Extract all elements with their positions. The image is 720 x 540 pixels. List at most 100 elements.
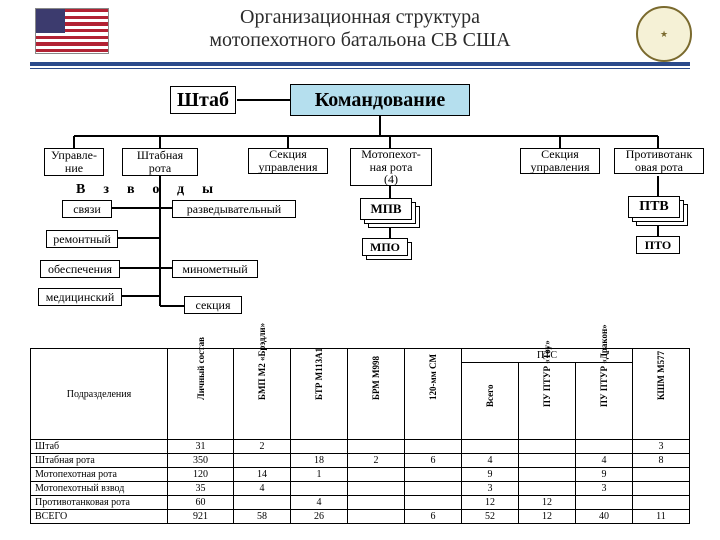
- title-line-1: Организационная структура: [0, 6, 720, 29]
- box-obes: обеспечения: [40, 260, 120, 278]
- row-label: Штаб: [31, 440, 168, 454]
- cell: [633, 468, 690, 482]
- cell: 6: [405, 454, 462, 468]
- th-col-2: БТР М113А1: [291, 349, 348, 440]
- cell: [348, 482, 405, 496]
- label-platoons: Взводы: [76, 182, 231, 198]
- box-mpo: МПО: [362, 238, 408, 256]
- cell: 12: [462, 496, 519, 510]
- box-sec1: Секция управления: [248, 148, 328, 174]
- cell: [519, 482, 576, 496]
- cell: [291, 440, 348, 454]
- cell: 40: [576, 510, 633, 524]
- box-svyazi: связи: [62, 200, 112, 218]
- box-ptv: ПТВ: [628, 196, 680, 218]
- org-chart: Штаб Командование Управле- ние Штабная р…: [0, 78, 720, 338]
- cell: [234, 454, 291, 468]
- cell: [291, 482, 348, 496]
- table-row: Мотопехотная рота120141 9 9: [31, 468, 690, 482]
- cell: 4: [576, 454, 633, 468]
- table-row: Мотопехотный взвод35433: [31, 482, 690, 496]
- cell: [405, 482, 462, 496]
- th-col-3: БРМ М998: [348, 349, 405, 440]
- cell: 4: [462, 454, 519, 468]
- divider-thin: [30, 68, 690, 69]
- cell: 8: [633, 454, 690, 468]
- cell: 3: [462, 482, 519, 496]
- cell: 18: [291, 454, 348, 468]
- row-label: ВСЕГО: [31, 510, 168, 524]
- box-sekciya: секция: [184, 296, 242, 314]
- cell: [348, 496, 405, 510]
- row-label: Мотопехотный взвод: [31, 482, 168, 496]
- box-pto: ПТО: [636, 236, 680, 254]
- cell: 2: [234, 440, 291, 454]
- box-sec2: Секция управления: [520, 148, 600, 174]
- cell: [519, 454, 576, 468]
- box-upravlenie: Управле- ние: [44, 148, 104, 176]
- cell: 1: [291, 468, 348, 482]
- th-col-7: ПУ ПТУР «Дракон»: [576, 363, 633, 440]
- cell: [633, 496, 690, 510]
- cell: 12: [519, 510, 576, 524]
- cell: 35: [168, 482, 234, 496]
- cell: [234, 496, 291, 510]
- th-unit: Подразделения: [31, 349, 168, 440]
- cell: [405, 440, 462, 454]
- box-atcoy: Противотанк овая рота: [614, 148, 704, 174]
- cell: 350: [168, 454, 234, 468]
- box-hq: Штаб: [170, 86, 236, 114]
- th-col-6: ПУ ПТУР «Тоу»: [519, 363, 576, 440]
- cell: 6: [405, 510, 462, 524]
- box-motorcoy: Мотопехот- ная рота (4): [350, 148, 432, 186]
- table-row: ВСЕГО9215826652124011: [31, 510, 690, 524]
- cell: [405, 468, 462, 482]
- box-mpv: МПВ: [360, 198, 412, 220]
- title-line-2: мотопехотного батальона СВ США: [0, 29, 720, 52]
- cell: 58: [234, 510, 291, 524]
- th-col-8: КШМ М577: [633, 349, 690, 440]
- stack-mpv: МПВ: [360, 198, 416, 224]
- cell: [348, 468, 405, 482]
- cell: 31: [168, 440, 234, 454]
- table-row: Штаб312 3: [31, 440, 690, 454]
- box-command: Командование: [290, 84, 470, 116]
- cell: 11: [633, 510, 690, 524]
- cell: [576, 440, 633, 454]
- th-col-1: БМП М2 «Брэдли»: [234, 349, 291, 440]
- row-label: Противотанковая рота: [31, 496, 168, 510]
- cell: 52: [462, 510, 519, 524]
- cell: 120: [168, 468, 234, 482]
- th-col-0: Личный состав: [168, 349, 234, 440]
- cell: [348, 440, 405, 454]
- cell: 26: [291, 510, 348, 524]
- cell: 2: [348, 454, 405, 468]
- page-title: Организационная структура мотопехотного …: [0, 6, 720, 52]
- th-col-5: Всего: [462, 363, 519, 440]
- cell: 9: [576, 468, 633, 482]
- cell: 9: [462, 468, 519, 482]
- box-med: медицинский: [38, 288, 122, 306]
- cell: [576, 496, 633, 510]
- data-table: Подразделения Личный состав БМП М2 «Брэд…: [30, 348, 690, 524]
- cell: [519, 440, 576, 454]
- table-row: Штабная рота3501826448: [31, 454, 690, 468]
- stack-ptv: ПТВ: [628, 196, 684, 222]
- cell: [633, 482, 690, 496]
- th-col-4: 120-мм СМ: [405, 349, 462, 440]
- row-label: Штабная рота: [31, 454, 168, 468]
- box-hqcoy: Штабная рота: [122, 148, 198, 176]
- box-razved: разведывательный: [172, 200, 296, 218]
- box-remont: ремонтный: [46, 230, 118, 248]
- cell: 12: [519, 496, 576, 510]
- cell: [348, 510, 405, 524]
- cell: 3: [633, 440, 690, 454]
- cell: 14: [234, 468, 291, 482]
- stack-mpo: МПО: [362, 238, 412, 260]
- cell: 4: [291, 496, 348, 510]
- cell: 60: [168, 496, 234, 510]
- row-label: Мотопехотная рота: [31, 468, 168, 482]
- cell: 4: [234, 482, 291, 496]
- box-minomet: минометный: [172, 260, 258, 278]
- cell: [519, 468, 576, 482]
